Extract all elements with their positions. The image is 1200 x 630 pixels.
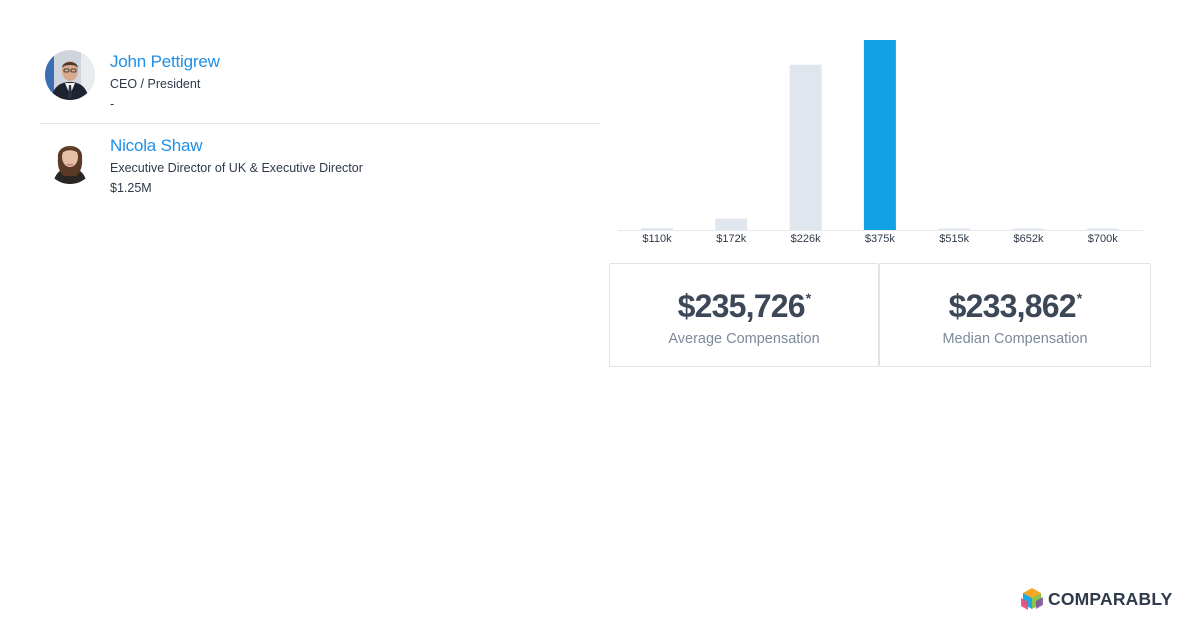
histogram-bar: [863, 40, 896, 230]
histogram-tick-label: $172k: [716, 233, 746, 245]
histogram-bar: [789, 64, 822, 230]
histogram-bar: [641, 228, 673, 230]
average-compensation-value: $235,726*: [610, 288, 878, 325]
median-compensation-card: $233,862* Median Compensation: [879, 263, 1151, 367]
list-item: Nicola Shaw Executive Director of UK & E…: [40, 123, 600, 207]
comparably-brand[interactable]: COMPARABLY: [1019, 586, 1173, 612]
histogram-svg: $110k $172k $226k $375k $515k $652k $700k: [618, 40, 1143, 245]
median-compensation-label: Median Compensation: [942, 331, 1088, 347]
list-item: John Pettigrew CEO / President -: [40, 40, 600, 123]
histogram-tick-label: $515k: [939, 233, 969, 245]
average-footnote-marker: *: [805, 290, 811, 306]
histogram-tick-label: $652k: [1014, 233, 1044, 245]
histogram-bar: [715, 218, 748, 230]
median-value-text: $233,862: [948, 288, 1077, 324]
average-compensation-card: $235,726* Average Compensation: [609, 263, 879, 367]
histogram-bar: [1012, 228, 1045, 230]
person-name-link[interactable]: John Pettigrew: [110, 52, 220, 71]
executive-list: John Pettigrew CEO / President - Nicola …: [40, 40, 600, 207]
histogram-tick-label: $226k: [791, 233, 821, 245]
average-compensation-label: Average Compensation: [668, 331, 820, 347]
histogram-bar: [1086, 228, 1119, 230]
avatar[interactable]: [45, 50, 95, 100]
person-compensation: $1.25M: [110, 181, 152, 195]
brand-name: COMPARABLY: [1048, 588, 1173, 609]
histogram-tick-label: $700k: [1088, 233, 1118, 245]
person-compensation: -: [110, 97, 115, 111]
histogram-tick-label: $110k: [642, 233, 672, 245]
median-footnote-marker: *: [1076, 290, 1082, 306]
person-title: CEO / President: [110, 77, 201, 91]
average-value-text: $235,726: [677, 288, 806, 324]
person-name-link[interactable]: Nicola Shaw: [110, 136, 203, 155]
avatar[interactable]: [45, 134, 95, 184]
person-title: Executive Director of UK & Executive Dir…: [110, 161, 363, 175]
compensation-histogram: $110k $172k $226k $375k $515k $652k $700k: [618, 30, 1143, 250]
comparably-logo-icon: [1021, 588, 1043, 610]
median-compensation-value: $233,862*: [880, 288, 1150, 325]
histogram-tick-label: $375k: [865, 233, 895, 245]
histogram-bar: [938, 228, 971, 230]
compensation-stats: $235,726* Average Compensation $233,862*…: [609, 263, 1151, 369]
